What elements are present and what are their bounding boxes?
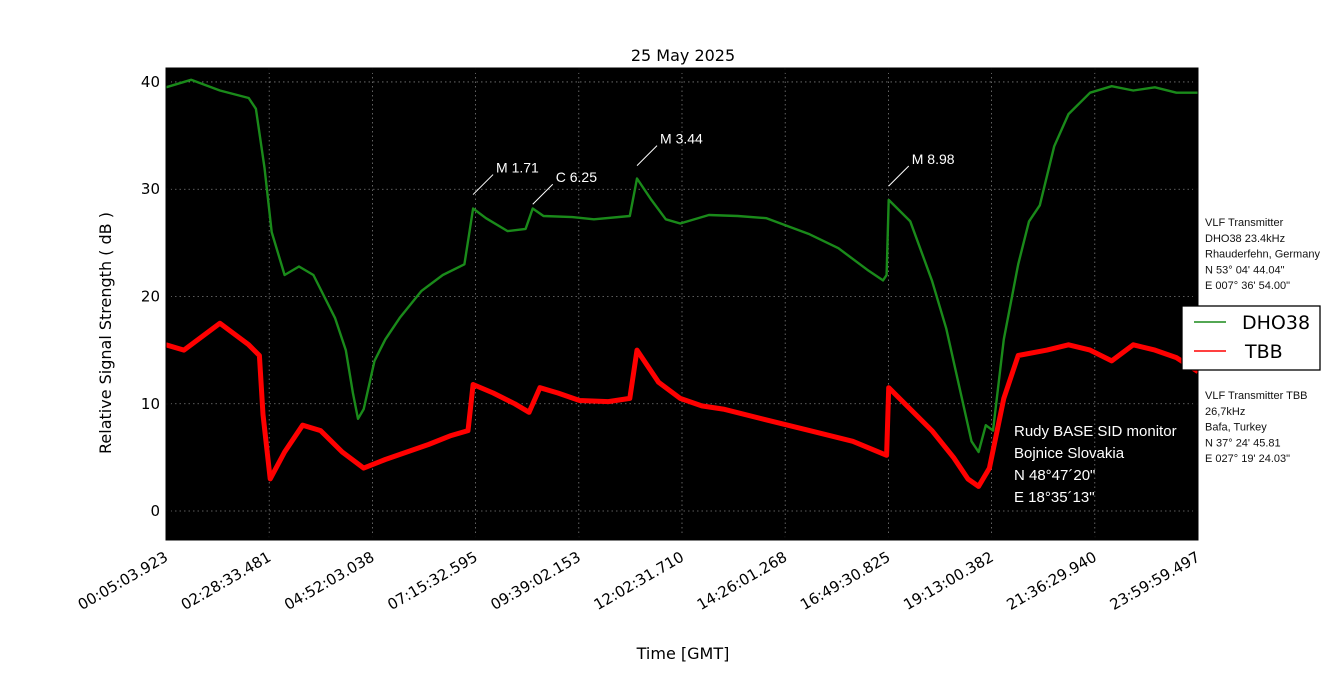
x-tick-label: 16:49:30.825	[797, 548, 893, 614]
monitor-info-line: Bojnice Slovakia	[1014, 445, 1125, 462]
annotation-pointer	[532, 183, 554, 205]
transmitter-info-line: Bafa, Turkey	[1205, 422, 1267, 434]
flare-annotation-label: M 8.98	[912, 151, 955, 167]
chart-title: 25 May 2025	[631, 46, 735, 65]
monitor-info: Rudy BASE SID monitor Bojnice Slovakia N 4…	[1014, 423, 1177, 506]
y-tick-label: 10	[141, 395, 160, 413]
transmitter-info-line: E 027° 19' 24.03"	[1205, 453, 1290, 465]
flare-annotations: M 1.71 C 6.25 M 3.44 M 8.98	[472, 131, 955, 205]
legend-label-dho38: DHO38	[1242, 312, 1310, 334]
annotation-pointer	[472, 174, 494, 195]
x-tick-label: 19:13:00.382	[900, 548, 996, 614]
x-tick-label: 23:59:59.497	[1107, 548, 1203, 614]
legend-box	[1181, 305, 1321, 371]
y-axis: 0 10 20 30 40	[141, 73, 1198, 520]
transmitter-info-line: N 37° 24' 45.81	[1205, 437, 1281, 449]
y-tick-label: 0	[150, 502, 160, 520]
grid	[165, 68, 1199, 540]
x-tick-label: 12:02:31.710	[591, 548, 687, 614]
x-tick-label: 14:26:01.268	[694, 548, 790, 614]
x-tick-label: 00:05:03.923	[75, 548, 171, 614]
x-tick-label: 21:36:29.940	[1004, 548, 1100, 614]
flare-annotation-label: M 1.71	[496, 160, 539, 176]
series-line-dho38	[165, 78, 1198, 454]
x-tick-label: 07:15:32.595	[384, 548, 480, 614]
x-tick-label: 09:39:02.153	[488, 548, 584, 614]
transmitter-info-line: E 007° 36' 54.00"	[1205, 280, 1290, 292]
y-tick-label: 30	[141, 180, 160, 198]
x-tick-label: 04:52:03.038	[281, 548, 377, 614]
flare-annotation-label: C 6.25	[556, 169, 597, 185]
transmitter-info-line: Rhauderfehn, Germany	[1205, 249, 1320, 261]
transmitter-info-line: 26,7kHz	[1205, 406, 1245, 418]
transmitter-info-line: DHO38 23.4kHz	[1205, 233, 1285, 245]
y-tick-label: 20	[141, 287, 160, 305]
transmitter-info-line: N 53° 04' 44.04"	[1205, 264, 1285, 276]
monitor-info-line: N 48°47´20"	[1014, 467, 1095, 484]
series-group	[165, 78, 1200, 489]
monitor-info-line: Rudy BASE SID monitor	[1014, 423, 1177, 440]
monitor-info-line: E 18°35´13"	[1014, 489, 1095, 506]
series-line-tbb	[165, 320, 1200, 489]
transmitter-info-line: VLF Transmitter TBB	[1205, 390, 1308, 402]
plot-area	[166, 68, 1198, 540]
transmitter-info-line: VLF Transmitter	[1205, 217, 1284, 229]
legend-label-tbb: TBB	[1244, 341, 1283, 363]
x-axis-title: Time [GMT]	[636, 644, 730, 663]
y-axis-title: Relative Signal Strength ( dB )	[96, 212, 115, 454]
flare-annotation-label: M 3.44	[660, 131, 703, 147]
x-tick-label: 02:28:33.481	[178, 548, 274, 614]
annotation-pointer	[636, 145, 658, 166]
transmitter-tbb-info: VLF Transmitter TBB 26,7kHz Bafa, Turkey N …	[1205, 390, 1308, 465]
annotation-pointer	[888, 165, 910, 187]
legend: DHO38 TBB	[1181, 305, 1321, 371]
y-tick-label: 40	[141, 73, 160, 91]
transmitter-dho38-info: VLF Transmitter DHO38 23.4kHz Rhauderfehn,…	[1205, 217, 1320, 292]
